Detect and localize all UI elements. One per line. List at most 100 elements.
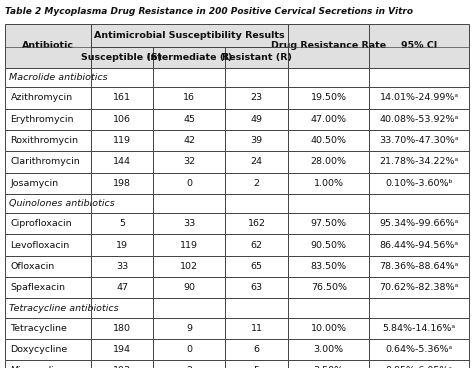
Text: Antimicrobial Susceptibility Results: Antimicrobial Susceptibility Results: [94, 31, 285, 40]
Text: 3.50%: 3.50%: [314, 367, 344, 368]
Text: 86.44%-94.56%ᵃ: 86.44%-94.56%ᵃ: [380, 241, 459, 250]
Bar: [226, 339, 288, 360]
Text: Macrolide antibiotics: Macrolide antibiotics: [9, 73, 107, 82]
Bar: [288, 24, 369, 68]
Text: 102: 102: [181, 262, 199, 271]
Text: 11: 11: [251, 324, 263, 333]
Bar: [91, 109, 154, 130]
Text: 14.01%-24.99%ᵃ: 14.01%-24.99%ᵃ: [380, 93, 459, 102]
Text: 78.36%-88.64%ᵃ: 78.36%-88.64%ᵃ: [380, 262, 459, 271]
Text: Doxycycline: Doxycycline: [10, 345, 68, 354]
Bar: [369, 130, 469, 151]
Text: 2: 2: [186, 367, 192, 368]
Bar: [226, 213, 288, 234]
Bar: [226, 256, 288, 277]
Bar: [91, 24, 288, 47]
Text: Drug Resistance Rate: Drug Resistance Rate: [271, 42, 386, 50]
Bar: [288, 151, 369, 173]
Bar: [369, 173, 469, 194]
Bar: [5, 87, 91, 109]
Text: 162: 162: [248, 219, 266, 228]
Bar: [5, 68, 469, 87]
Text: 47: 47: [116, 283, 128, 292]
Text: Josamycin: Josamycin: [10, 179, 59, 188]
Bar: [154, 130, 226, 151]
Bar: [91, 256, 154, 277]
Text: Clarithromycin: Clarithromycin: [10, 158, 80, 166]
Text: Tetracycline antibiotics: Tetracycline antibiotics: [9, 304, 118, 312]
Text: 33: 33: [183, 219, 195, 228]
Bar: [154, 151, 226, 173]
Bar: [288, 318, 369, 339]
Text: 119: 119: [113, 136, 131, 145]
Text: Azithromycin: Azithromycin: [10, 93, 73, 102]
Text: 5.84%-14.16%ᵃ: 5.84%-14.16%ᵃ: [383, 324, 456, 333]
Bar: [5, 24, 91, 68]
Bar: [5, 298, 469, 318]
Bar: [154, 256, 226, 277]
Bar: [5, 130, 91, 151]
Text: 5: 5: [119, 219, 125, 228]
Text: 65: 65: [251, 262, 263, 271]
Bar: [288, 339, 369, 360]
Text: Levofloxacin: Levofloxacin: [10, 241, 70, 250]
Text: 5: 5: [254, 367, 260, 368]
Bar: [369, 360, 469, 368]
Text: 28.00%: 28.00%: [311, 158, 347, 166]
Text: Quinolones antibiotics: Quinolones antibiotics: [9, 199, 114, 208]
Text: Resistant (R): Resistant (R): [222, 53, 292, 62]
Text: 119: 119: [181, 241, 199, 250]
Bar: [226, 109, 288, 130]
Bar: [91, 360, 154, 368]
Text: 95.34%-99.66%ᵃ: 95.34%-99.66%ᵃ: [380, 219, 459, 228]
Bar: [226, 277, 288, 298]
Text: 97.50%: 97.50%: [311, 219, 347, 228]
Text: 180: 180: [113, 324, 131, 333]
Text: 21.78%-34.22%ᵃ: 21.78%-34.22%ᵃ: [380, 158, 459, 166]
Text: 49: 49: [251, 115, 263, 124]
Text: 19.50%: 19.50%: [311, 93, 347, 102]
Bar: [154, 318, 226, 339]
Bar: [5, 173, 91, 194]
Text: 161: 161: [113, 93, 131, 102]
Text: 0.64%-5.36%ᵃ: 0.64%-5.36%ᵃ: [386, 345, 453, 354]
Text: 198: 198: [113, 179, 131, 188]
Bar: [288, 130, 369, 151]
Text: 24: 24: [251, 158, 263, 166]
Text: Susceptible (S): Susceptible (S): [82, 53, 163, 62]
Bar: [91, 213, 154, 234]
Bar: [5, 339, 91, 360]
Bar: [154, 87, 226, 109]
Bar: [91, 173, 154, 194]
Bar: [369, 318, 469, 339]
Bar: [288, 360, 369, 368]
Bar: [91, 339, 154, 360]
Bar: [5, 109, 91, 130]
Text: Ofloxacin: Ofloxacin: [10, 262, 55, 271]
Text: Minocycline: Minocycline: [10, 367, 66, 368]
Text: Table 2 Mycoplasma Drug Resistance in 200 Positive Cervical Secretions in Vitro: Table 2 Mycoplasma Drug Resistance in 20…: [5, 7, 413, 16]
Bar: [5, 256, 91, 277]
Bar: [288, 256, 369, 277]
Bar: [288, 173, 369, 194]
Bar: [226, 234, 288, 256]
Text: 1.00%: 1.00%: [314, 179, 344, 188]
Text: 45: 45: [183, 115, 195, 124]
Text: 83.50%: 83.50%: [310, 262, 347, 271]
Bar: [91, 87, 154, 109]
Text: 63: 63: [251, 283, 263, 292]
Bar: [5, 318, 91, 339]
Bar: [226, 47, 288, 68]
Text: 70.62%-82.38%ᵃ: 70.62%-82.38%ᵃ: [380, 283, 459, 292]
Bar: [154, 213, 226, 234]
Bar: [226, 87, 288, 109]
Bar: [154, 47, 226, 68]
Bar: [91, 130, 154, 151]
Bar: [369, 213, 469, 234]
Bar: [226, 130, 288, 151]
Bar: [154, 109, 226, 130]
Text: 90.50%: 90.50%: [311, 241, 347, 250]
Text: 6: 6: [254, 345, 260, 354]
Text: 144: 144: [113, 158, 131, 166]
Text: 33: 33: [116, 262, 128, 271]
